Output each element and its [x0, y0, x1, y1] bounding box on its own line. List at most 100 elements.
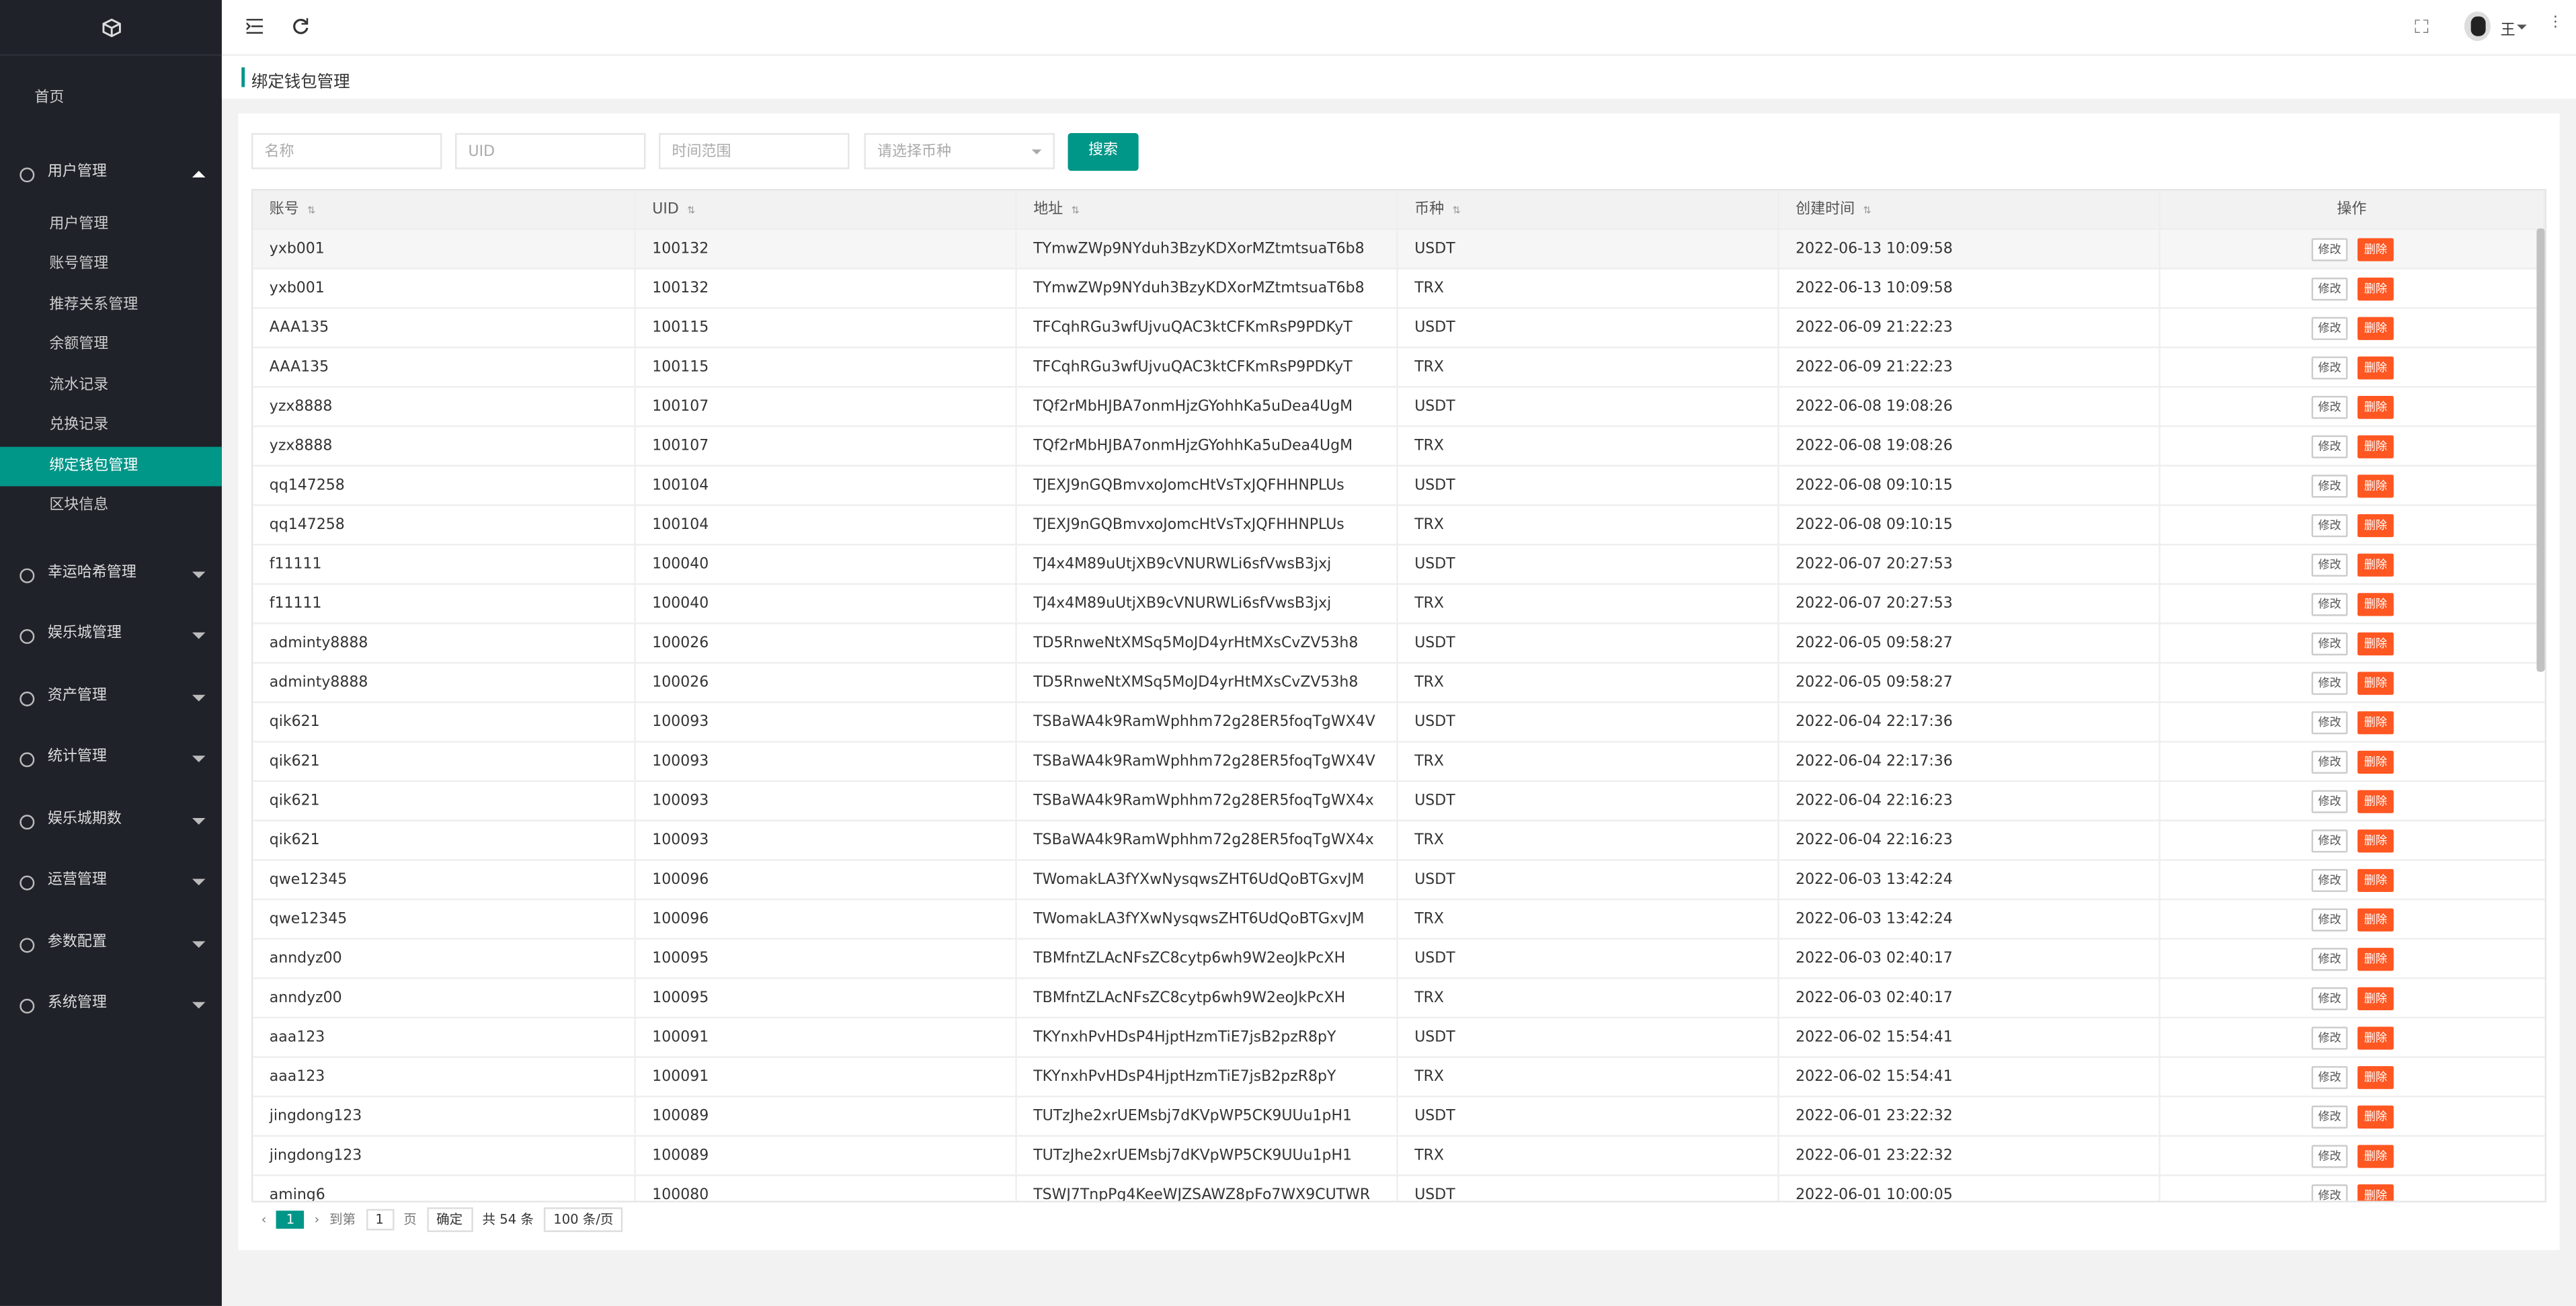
- edit-button[interactable]: 修改: [2311, 828, 2348, 852]
- delete-button[interactable]: 删除: [2357, 592, 2394, 616]
- delete-button[interactable]: 删除: [2357, 1144, 2394, 1168]
- submenu-item[interactable]: 用户管理: [49, 216, 109, 233]
- delete-button[interactable]: 删除: [2357, 1065, 2394, 1089]
- avatar[interactable]: [2464, 11, 2491, 42]
- delete-button[interactable]: 删除: [2357, 789, 2394, 813]
- delete-button[interactable]: 删除: [2357, 986, 2394, 1010]
- edit-button[interactable]: 修改: [2311, 907, 2348, 931]
- delete-button[interactable]: 删除: [2357, 474, 2394, 497]
- next[interactable]: ›: [314, 1211, 320, 1227]
- edit-button[interactable]: 修改: [2311, 710, 2348, 734]
- search-button[interactable]: 搜索: [1068, 132, 1139, 171]
- edit-button[interactable]: 修改: [2311, 631, 2348, 655]
- header-cell[interactable]: UID ⇅: [636, 190, 1017, 231]
- search-label[interactable]: 搜索: [1088, 142, 1119, 160]
- delete-button[interactable]: 删除: [2357, 868, 2394, 891]
- refresh-icon[interactable]: [292, 17, 309, 34]
- header-cell[interactable]: 创建时间 ⇅: [1779, 190, 2161, 231]
- sort-icon[interactable]: ⇅: [1452, 205, 1461, 217]
- name-input[interactable]: 名称: [251, 132, 442, 169]
- delete-button[interactable]: 删除: [2357, 710, 2394, 734]
- edit-button[interactable]: 修改: [2311, 434, 2348, 458]
- delete-button[interactable]: 删除: [2357, 828, 2394, 852]
- menu-group[interactable]: 幸运哈希管理: [0, 543, 222, 605]
- page-size[interactable]: 100 条/页: [543, 1207, 624, 1231]
- menu-group[interactable]: 参数配置: [0, 913, 222, 975]
- menu-item[interactable]: 首页: [34, 90, 65, 107]
- edit-button[interactable]: 修改: [2311, 553, 2348, 576]
- time-input[interactable]: 时间范围: [659, 132, 850, 169]
- page-input[interactable]: 1: [365, 1208, 394, 1230]
- header-cell[interactable]: 币种 ⇅: [1398, 190, 1779, 231]
- submenu-item[interactable]: 推荐关系管理: [49, 296, 138, 313]
- menu: 首页 用户管理 用户管理 账号管理 推荐关系管理 余额管理 流水记录 兑换记录 绑定钱包管理 区块…: [0, 56, 222, 1036]
- edit-button[interactable]: 修改: [2311, 986, 2348, 1010]
- edit-button[interactable]: 修改: [2311, 1144, 2348, 1168]
- edit-button[interactable]: 修改: [2311, 316, 2348, 339]
- menu-group[interactable]: 系统管理: [0, 974, 222, 1036]
- submenu-item[interactable]: 绑定钱包管理: [0, 446, 222, 487]
- submenu-item[interactable]: 区块信息: [49, 497, 109, 514]
- menu-group[interactable]: 娱乐城管理: [0, 604, 222, 666]
- edit-button[interactable]: 修改: [2311, 868, 2348, 891]
- scrollbar[interactable]: [2536, 228, 2545, 672]
- menu-group[interactable]: 用户管理: [0, 143, 222, 205]
- edit-button[interactable]: 修改: [2311, 1183, 2348, 1201]
- edit-button[interactable]: 修改: [2311, 1104, 2348, 1128]
- sort-icon[interactable]: ⇅: [1071, 205, 1080, 217]
- confirm-button[interactable]: 确定: [426, 1207, 473, 1231]
- edit-button[interactable]: 修改: [2311, 946, 2348, 971]
- delete-button[interactable]: 删除: [2357, 553, 2394, 576]
- submenu-item[interactable]: 账号管理: [49, 256, 109, 273]
- more-icon[interactable]: ⋮: [2548, 14, 2563, 32]
- edit-button[interactable]: 修改: [2311, 474, 2348, 497]
- edit-button[interactable]: 修改: [2311, 237, 2348, 261]
- edit-button[interactable]: 修改: [2311, 356, 2348, 379]
- edit-button[interactable]: 修改: [2311, 592, 2348, 616]
- delete-button[interactable]: 删除: [2357, 434, 2394, 458]
- delete-button[interactable]: 删除: [2357, 907, 2394, 931]
- delete-button[interactable]: 删除: [2357, 1183, 2394, 1201]
- edit-button[interactable]: 修改: [2311, 749, 2348, 773]
- delete-button[interactable]: 删除: [2357, 513, 2394, 536]
- sort-icon[interactable]: ⇅: [1863, 205, 1871, 217]
- sort-icon[interactable]: ⇅: [686, 205, 696, 217]
- submenu-item[interactable]: 兑换记录: [49, 417, 109, 434]
- menu-group[interactable]: 运营管理: [0, 851, 222, 913]
- current-page[interactable]: 1: [276, 1209, 305, 1228]
- delete-button[interactable]: 删除: [2357, 316, 2394, 339]
- delete-button[interactable]: 删除: [2357, 1026, 2394, 1049]
- delete-button[interactable]: 删除: [2357, 395, 2394, 418]
- delete-button[interactable]: 删除: [2357, 631, 2394, 655]
- prev[interactable]: ‹: [261, 1211, 267, 1227]
- delete-button[interactable]: 删除: [2357, 749, 2394, 773]
- delete-button[interactable]: 删除: [2357, 237, 2394, 261]
- table-cell: 2022-06-07 20:27:53: [1779, 585, 2161, 624]
- edit-button[interactable]: 修改: [2311, 671, 2348, 694]
- delete-button[interactable]: 删除: [2357, 276, 2394, 300]
- sort-icon[interactable]: ⇅: [307, 205, 316, 217]
- submenu-item[interactable]: 余额管理: [49, 336, 109, 354]
- edit-button[interactable]: 修改: [2311, 513, 2348, 536]
- uid-input[interactable]: UID: [454, 132, 646, 169]
- delete-button[interactable]: 删除: [2357, 356, 2394, 379]
- fullscreen-icon[interactable]: [2415, 19, 2429, 33]
- header-cell[interactable]: 账号 ⇅: [253, 190, 636, 231]
- edit-button[interactable]: 修改: [2311, 276, 2348, 300]
- menu-group[interactable]: 娱乐城期数: [0, 789, 222, 851]
- header-cell[interactable]: 地址 ⇅: [1017, 190, 1398, 231]
- menu-group[interactable]: 统计管理: [0, 728, 222, 790]
- toggle-icon[interactable]: [246, 18, 264, 34]
- edit-button[interactable]: 修改: [2311, 1026, 2348, 1049]
- delete-button[interactable]: 删除: [2357, 671, 2394, 694]
- edit-button[interactable]: 修改: [2311, 789, 2348, 813]
- delete-button[interactable]: 删除: [2357, 1104, 2394, 1128]
- menu-group[interactable]: 资产管理: [0, 666, 222, 728]
- edit-button[interactable]: 修改: [2311, 395, 2348, 418]
- edit-button[interactable]: 修改: [2311, 1065, 2348, 1089]
- user-name[interactable]: 王: [2500, 23, 2515, 40]
- coin-select[interactable]: 请选择币种: [864, 132, 1055, 169]
- tab-title[interactable]: 绑定钱包管理: [251, 73, 350, 92]
- delete-button[interactable]: 删除: [2357, 946, 2394, 971]
- submenu-item[interactable]: 流水记录: [49, 376, 109, 394]
